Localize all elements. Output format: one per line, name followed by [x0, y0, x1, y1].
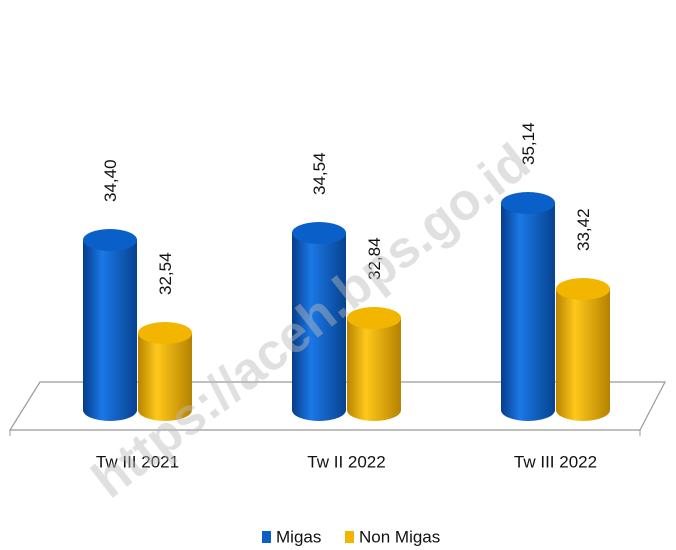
cylinder-body [83, 240, 137, 421]
cylinder-body [347, 318, 401, 421]
x-tick-label: Tw III 2021 [96, 452, 179, 471]
legend-swatch [345, 531, 354, 543]
x-tick-label: Tw III 2022 [514, 452, 597, 471]
cylinder-body [556, 289, 610, 421]
cylinder-top [347, 307, 401, 329]
data-label: 34,54 [310, 152, 329, 195]
cylinder-top [501, 192, 555, 214]
cylinder [83, 229, 137, 421]
cylinder-body [138, 333, 192, 421]
cylinder-top [83, 229, 137, 251]
cylinder-body [501, 203, 555, 421]
cylinder [347, 307, 401, 421]
cylinder-body [292, 233, 346, 421]
data-label: 32,54 [156, 252, 175, 295]
cylinder [556, 278, 610, 421]
cylinder-top [138, 322, 192, 344]
cylinder [501, 192, 555, 421]
data-label: 32,84 [365, 237, 384, 280]
cylinder [138, 322, 192, 421]
cylinder-top [556, 278, 610, 300]
legend-swatch [262, 531, 271, 543]
data-label: 34,40 [101, 159, 120, 202]
data-label: 35,14 [519, 122, 538, 165]
data-label: 33,42 [574, 208, 593, 251]
legend-label: Non Migas [359, 527, 440, 546]
x-tick-label: Tw II 2022 [307, 452, 385, 471]
legend-label: Migas [276, 527, 321, 546]
cylinder [292, 222, 346, 421]
cylinder-top [292, 222, 346, 244]
